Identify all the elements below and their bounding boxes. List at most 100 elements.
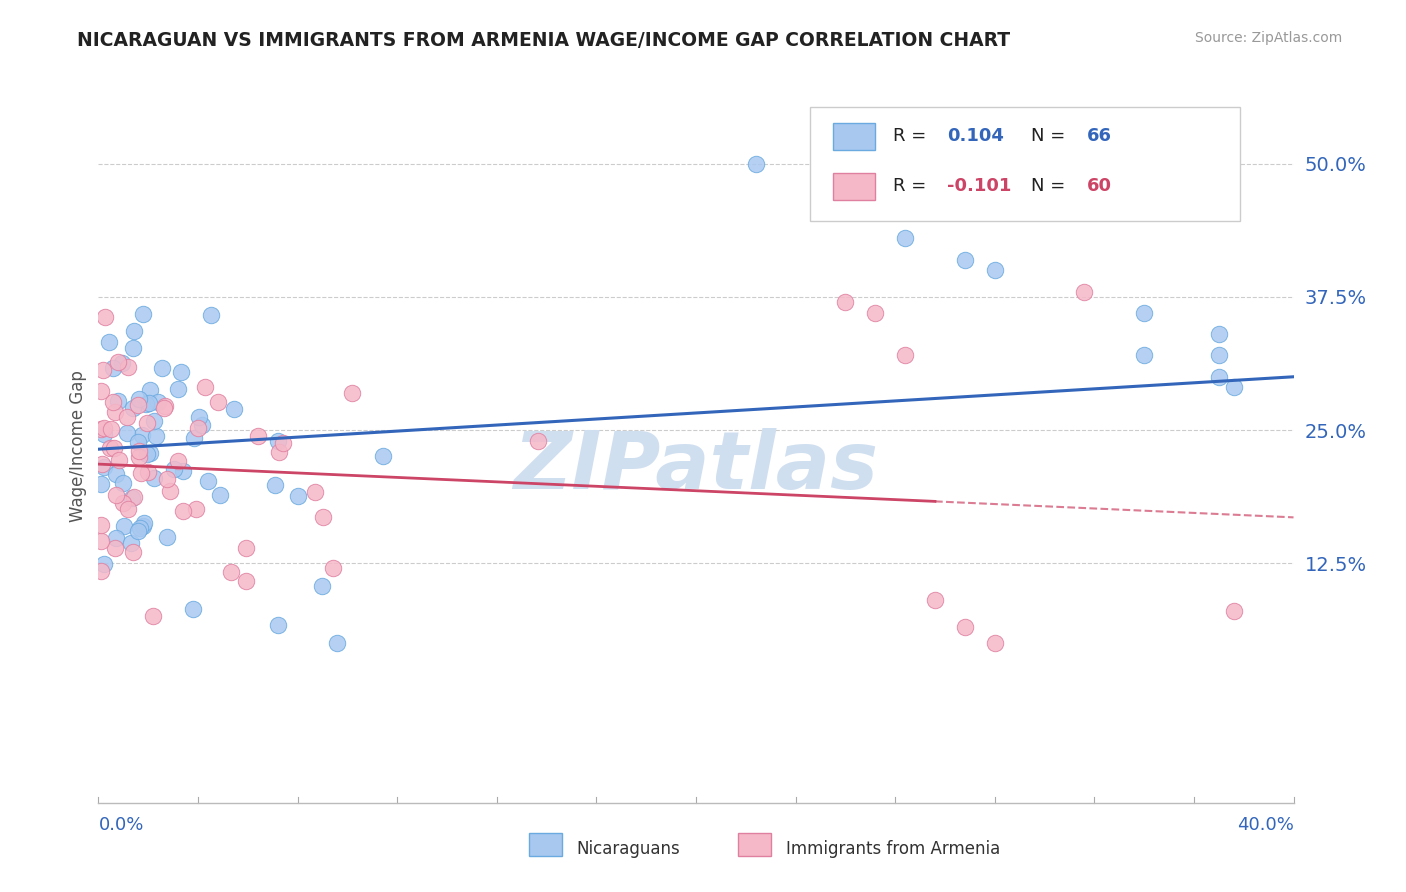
Point	[167, 382, 190, 396]
Point	[93, 420, 115, 434]
Point	[136, 417, 159, 431]
Point	[146, 395, 169, 409]
Point	[90, 534, 112, 549]
Point	[197, 474, 219, 488]
Point	[267, 434, 290, 449]
Text: R =: R =	[893, 178, 932, 195]
Point	[894, 231, 917, 245]
Point	[107, 394, 129, 409]
Point	[183, 431, 205, 445]
Point	[121, 491, 143, 506]
Point	[322, 561, 344, 575]
Point	[122, 401, 145, 415]
Point	[100, 422, 122, 436]
Bar	[738, 833, 772, 856]
Point	[135, 447, 157, 461]
Point	[326, 636, 349, 650]
Point	[90, 517, 112, 532]
Point	[1133, 306, 1156, 320]
Point	[200, 308, 222, 322]
Point	[93, 557, 115, 571]
Text: 40.0%: 40.0%	[1237, 815, 1294, 834]
Point	[311, 579, 333, 593]
Point	[90, 421, 112, 435]
Text: NICARAGUAN VS IMMIGRANTS FROM ARMENIA WAGE/INCOME GAP CORRELATION CHART: NICARAGUAN VS IMMIGRANTS FROM ARMENIA WA…	[77, 31, 1011, 50]
Point	[105, 488, 128, 502]
Point	[172, 465, 194, 479]
Point	[209, 488, 232, 502]
Point	[865, 306, 887, 320]
Point	[121, 545, 143, 559]
Point	[235, 574, 257, 588]
Point	[112, 518, 135, 533]
Bar	[834, 123, 876, 150]
Point	[271, 435, 294, 450]
Text: ZIPatlas: ZIPatlas	[513, 428, 879, 507]
Point	[834, 295, 856, 310]
Bar	[529, 833, 562, 856]
Point	[1208, 349, 1230, 363]
Text: 0.104: 0.104	[948, 128, 1004, 145]
Point	[127, 524, 149, 538]
Point	[132, 307, 155, 321]
Point	[156, 530, 179, 544]
Point	[235, 541, 257, 555]
Point	[124, 490, 146, 504]
Text: N =: N =	[1031, 178, 1070, 195]
Point	[91, 363, 114, 377]
Point	[122, 324, 145, 338]
Point	[132, 519, 155, 533]
Point	[128, 450, 150, 465]
Point	[129, 466, 152, 480]
Bar	[834, 173, 876, 200]
Point	[526, 434, 548, 448]
Point	[90, 384, 112, 399]
Text: Source: ZipAtlas.com: Source: ZipAtlas.com	[1195, 31, 1343, 45]
Point	[127, 398, 149, 412]
Point	[101, 395, 124, 409]
Point	[181, 602, 204, 616]
Point	[266, 618, 288, 632]
Point	[117, 359, 139, 374]
Point	[122, 341, 145, 355]
Point	[167, 454, 190, 468]
Point	[1223, 380, 1246, 394]
Point	[103, 441, 125, 455]
Point	[207, 395, 229, 409]
Point	[128, 392, 150, 406]
Point	[373, 449, 395, 463]
Point	[187, 421, 209, 435]
Point	[134, 516, 156, 530]
Text: Immigrants from Armenia: Immigrants from Armenia	[786, 840, 1000, 858]
Point	[194, 379, 217, 393]
Point	[115, 426, 138, 441]
Point	[1223, 604, 1246, 618]
Point	[188, 409, 211, 424]
Point	[953, 252, 976, 267]
Point	[745, 157, 768, 171]
Point	[145, 429, 167, 443]
Point	[172, 503, 194, 517]
Point	[142, 471, 165, 485]
Point	[117, 502, 139, 516]
Point	[170, 365, 193, 379]
Point	[953, 620, 976, 634]
Point	[135, 397, 157, 411]
Point	[984, 263, 1007, 277]
Text: R =: R =	[893, 128, 932, 145]
Text: Nicaraguans: Nicaraguans	[576, 840, 681, 858]
Point	[131, 428, 153, 442]
Point	[107, 355, 129, 369]
Point	[142, 609, 165, 624]
Point	[108, 452, 131, 467]
Point	[90, 477, 112, 491]
Point	[287, 490, 309, 504]
Point	[104, 467, 127, 482]
Point	[224, 402, 246, 417]
Text: 60: 60	[1087, 178, 1112, 195]
Point	[98, 441, 121, 455]
Y-axis label: Wage/Income Gap: Wage/Income Gap	[69, 370, 87, 522]
Point	[94, 310, 117, 324]
Point	[139, 383, 162, 397]
Text: N =: N =	[1031, 128, 1070, 145]
